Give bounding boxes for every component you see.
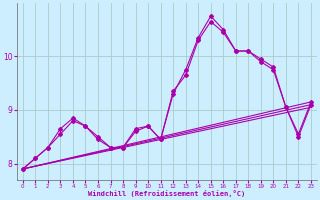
X-axis label: Windchill (Refroidissement éolien,°C): Windchill (Refroidissement éolien,°C)	[88, 190, 245, 197]
